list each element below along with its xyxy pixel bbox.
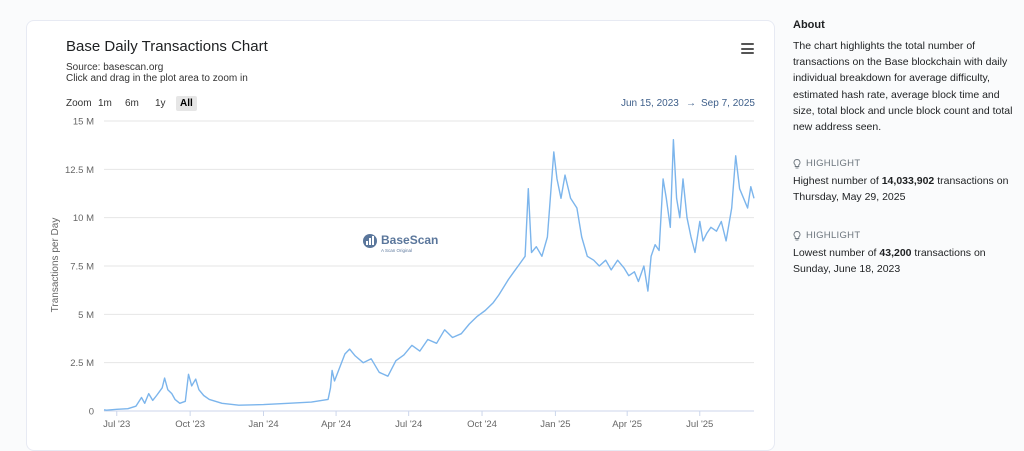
highlight-suffix: transactions on — [934, 175, 1009, 187]
x-tick-label: Jul '24 — [395, 419, 422, 430]
highlight-prefix: Lowest number of — [793, 247, 880, 259]
x-tick-label: Jul '23 — [103, 419, 130, 430]
watermark-tagline: A Scan Original — [381, 248, 412, 253]
x-tick-label: Oct '24 — [467, 419, 497, 430]
chart-card — [26, 20, 775, 451]
hamburger-menu-icon[interactable] — [741, 43, 754, 54]
y-tick-label: 10 M — [73, 213, 94, 224]
highlight-label-lowest: HIGHLIGHT — [793, 230, 860, 241]
highlight-value: 43,200 — [879, 247, 912, 259]
transactions-line-chart[interactable]: 0 2.5 M 5 M 7.5 M 10 M 12.5 M 15 M Jul '23 Oct … — [0, 0, 780, 451]
range-arrow: → — [686, 98, 696, 109]
series-line-transactions[interactable] — [103, 139, 755, 411]
chart-title: Base Daily Transactions Chart — [66, 38, 268, 55]
about-text: The chart highlights the total number of… — [793, 40, 1013, 134]
highlight-date: Sunday, June 18, 2023 — [793, 263, 901, 276]
highlight-label-highest: HIGHLIGHT — [793, 158, 860, 169]
highlight-lowest: Lowest number of 43,200 transactions on … — [793, 245, 1021, 277]
y-tick-label: 12.5 M — [65, 165, 94, 176]
zoom-label: Zoom — [66, 98, 92, 109]
chart-source: Source: basescan.org — [66, 62, 164, 73]
highlight-prefix: Highest number of — [793, 175, 882, 187]
highlight-highest: Highest number of 14,033,902 transaction… — [793, 173, 1021, 205]
x-tick-label: Jan '25 — [540, 419, 570, 430]
chart-zoom-hint: Click and drag in the plot area to zoom … — [66, 73, 248, 84]
lightbulb-icon — [793, 230, 801, 240]
y-tick-label: 2.5 M — [70, 358, 94, 369]
basescan-watermark: BaseScan A Scan Original — [363, 233, 438, 253]
highlight-value: 14,033,902 — [881, 175, 935, 187]
about-title: About — [793, 19, 825, 31]
x-axis-ticks: Jul '23 Oct '23 Jan '24 Apr '24 Jul '24 Oct '… — [103, 411, 713, 430]
highlight-date: Thursday, May 29, 2025 — [793, 191, 906, 204]
y-axis-title: Transactions per Day — [50, 218, 61, 313]
zoom-1m-button[interactable]: 1m — [98, 98, 112, 109]
x-tick-label: Jul '25 — [686, 419, 713, 430]
lightbulb-icon — [793, 158, 801, 168]
zoom-6m-button[interactable]: 6m — [125, 98, 139, 109]
highlight-label-text: HIGHLIGHT — [806, 230, 861, 241]
grid-lines — [104, 120, 754, 412]
y-tick-label: 15 M — [73, 117, 94, 128]
range-from-date[interactable]: Jun 15, 2023 — [621, 98, 679, 109]
y-tick-label: 0 — [89, 407, 94, 418]
zoom-1y-button[interactable]: 1y — [155, 98, 166, 109]
range-to-date[interactable]: Sep 7, 2025 — [701, 98, 755, 109]
x-tick-label: Apr '25 — [612, 419, 642, 430]
x-tick-label: Jan '24 — [248, 419, 278, 430]
watermark-name: BaseScan — [381, 233, 438, 247]
x-tick-label: Apr '24 — [321, 419, 351, 430]
y-axis-ticks: 0 2.5 M 5 M 7.5 M 10 M 12.5 M 15 M — [65, 117, 94, 418]
x-tick-label: Oct '23 — [175, 419, 205, 430]
highlight-label-text: HIGHLIGHT — [806, 158, 861, 169]
highlight-suffix: transactions on — [911, 247, 986, 259]
y-tick-label: 5 M — [78, 310, 94, 321]
y-tick-label: 7.5 M — [70, 262, 94, 273]
basescan-logo-icon — [363, 234, 377, 248]
zoom-all-button[interactable]: All — [176, 96, 197, 111]
